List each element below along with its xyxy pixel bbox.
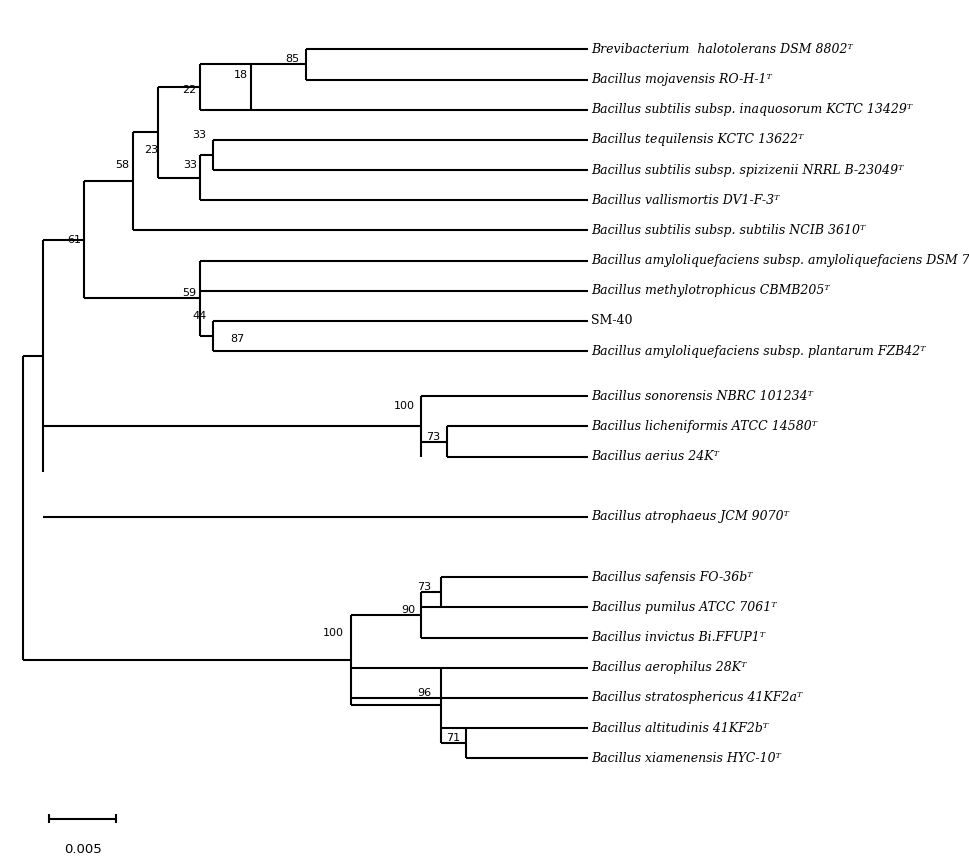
Text: Bacillus tequilensis KCTC 13622ᵀ: Bacillus tequilensis KCTC 13622ᵀ bbox=[591, 134, 803, 147]
Text: 73: 73 bbox=[417, 582, 430, 592]
Text: Bacillus subtilis subsp. subtilis NCIB 3610ᵀ: Bacillus subtilis subsp. subtilis NCIB 3… bbox=[591, 224, 864, 237]
Text: 44: 44 bbox=[192, 311, 206, 321]
Text: Bacillus mojavensis RO-H-1ᵀ: Bacillus mojavensis RO-H-1ᵀ bbox=[591, 73, 771, 86]
Text: 0.005: 0.005 bbox=[64, 843, 102, 856]
Text: 18: 18 bbox=[234, 69, 248, 80]
Text: 85: 85 bbox=[285, 55, 299, 64]
Text: Bacillus invictus Bi.FFUP1ᵀ: Bacillus invictus Bi.FFUP1ᵀ bbox=[591, 631, 765, 644]
Text: Bacillus aerius 24Kᵀ: Bacillus aerius 24Kᵀ bbox=[591, 450, 719, 464]
Text: Bacillus atrophaeus JCM 9070ᵀ: Bacillus atrophaeus JCM 9070ᵀ bbox=[591, 510, 789, 523]
Text: 87: 87 bbox=[231, 333, 244, 344]
Text: 71: 71 bbox=[445, 733, 459, 743]
Text: Bacillus altitudinis 41KF2bᵀ: Bacillus altitudinis 41KF2bᵀ bbox=[591, 721, 767, 734]
Text: 22: 22 bbox=[182, 85, 197, 95]
Text: Bacillus pumilus ATCC 7061ᵀ: Bacillus pumilus ATCC 7061ᵀ bbox=[591, 601, 776, 614]
Text: 96: 96 bbox=[417, 688, 430, 698]
Text: Bacillus vallismortis DV1-F-3ᵀ: Bacillus vallismortis DV1-F-3ᵀ bbox=[591, 194, 779, 207]
Text: Bacillus stratosphericus 41KF2aᵀ: Bacillus stratosphericus 41KF2aᵀ bbox=[591, 692, 801, 705]
Text: Bacillus sonorensis NBRC 101234ᵀ: Bacillus sonorensis NBRC 101234ᵀ bbox=[591, 390, 812, 403]
Text: Bacillus subtilis subsp. inaquosorum KCTC 13429ᵀ: Bacillus subtilis subsp. inaquosorum KCT… bbox=[591, 103, 912, 116]
Text: 33: 33 bbox=[182, 160, 197, 170]
Text: Bacillus licheniformis ATCC 14580ᵀ: Bacillus licheniformis ATCC 14580ᵀ bbox=[591, 420, 817, 433]
Text: 23: 23 bbox=[144, 145, 158, 155]
Text: Bacillus xiamenensis HYC-10ᵀ: Bacillus xiamenensis HYC-10ᵀ bbox=[591, 752, 780, 765]
Text: Brevibacterium  halotolerans DSM 8802ᵀ: Brevibacterium halotolerans DSM 8802ᵀ bbox=[591, 43, 853, 56]
Text: 73: 73 bbox=[426, 431, 440, 442]
Text: 90: 90 bbox=[400, 605, 415, 615]
Text: SM-40: SM-40 bbox=[591, 314, 632, 327]
Text: 33: 33 bbox=[192, 130, 206, 140]
Text: 58: 58 bbox=[115, 160, 129, 170]
Text: Bacillus subtilis subsp. spizizenii NRRL B-23049ᵀ: Bacillus subtilis subsp. spizizenii NRRL… bbox=[591, 163, 903, 176]
Text: 61: 61 bbox=[67, 235, 81, 246]
Text: Bacillus aerophilus 28Kᵀ: Bacillus aerophilus 28Kᵀ bbox=[591, 661, 746, 674]
Text: 100: 100 bbox=[393, 401, 415, 411]
Text: Bacillus amyloliquefaciens subsp. amyloliquefaciens DSM 7ᵀ: Bacillus amyloliquefaciens subsp. amylol… bbox=[591, 254, 969, 267]
Text: 59: 59 bbox=[182, 288, 197, 299]
Text: Bacillus safensis FO-36bᵀ: Bacillus safensis FO-36bᵀ bbox=[591, 571, 752, 584]
Text: 100: 100 bbox=[323, 628, 344, 638]
Text: Bacillus methylotrophicus CBMB205ᵀ: Bacillus methylotrophicus CBMB205ᵀ bbox=[591, 284, 829, 297]
Text: Bacillus amyloliquefaciens subsp. plantarum FZB42ᵀ: Bacillus amyloliquefaciens subsp. planta… bbox=[591, 345, 925, 358]
